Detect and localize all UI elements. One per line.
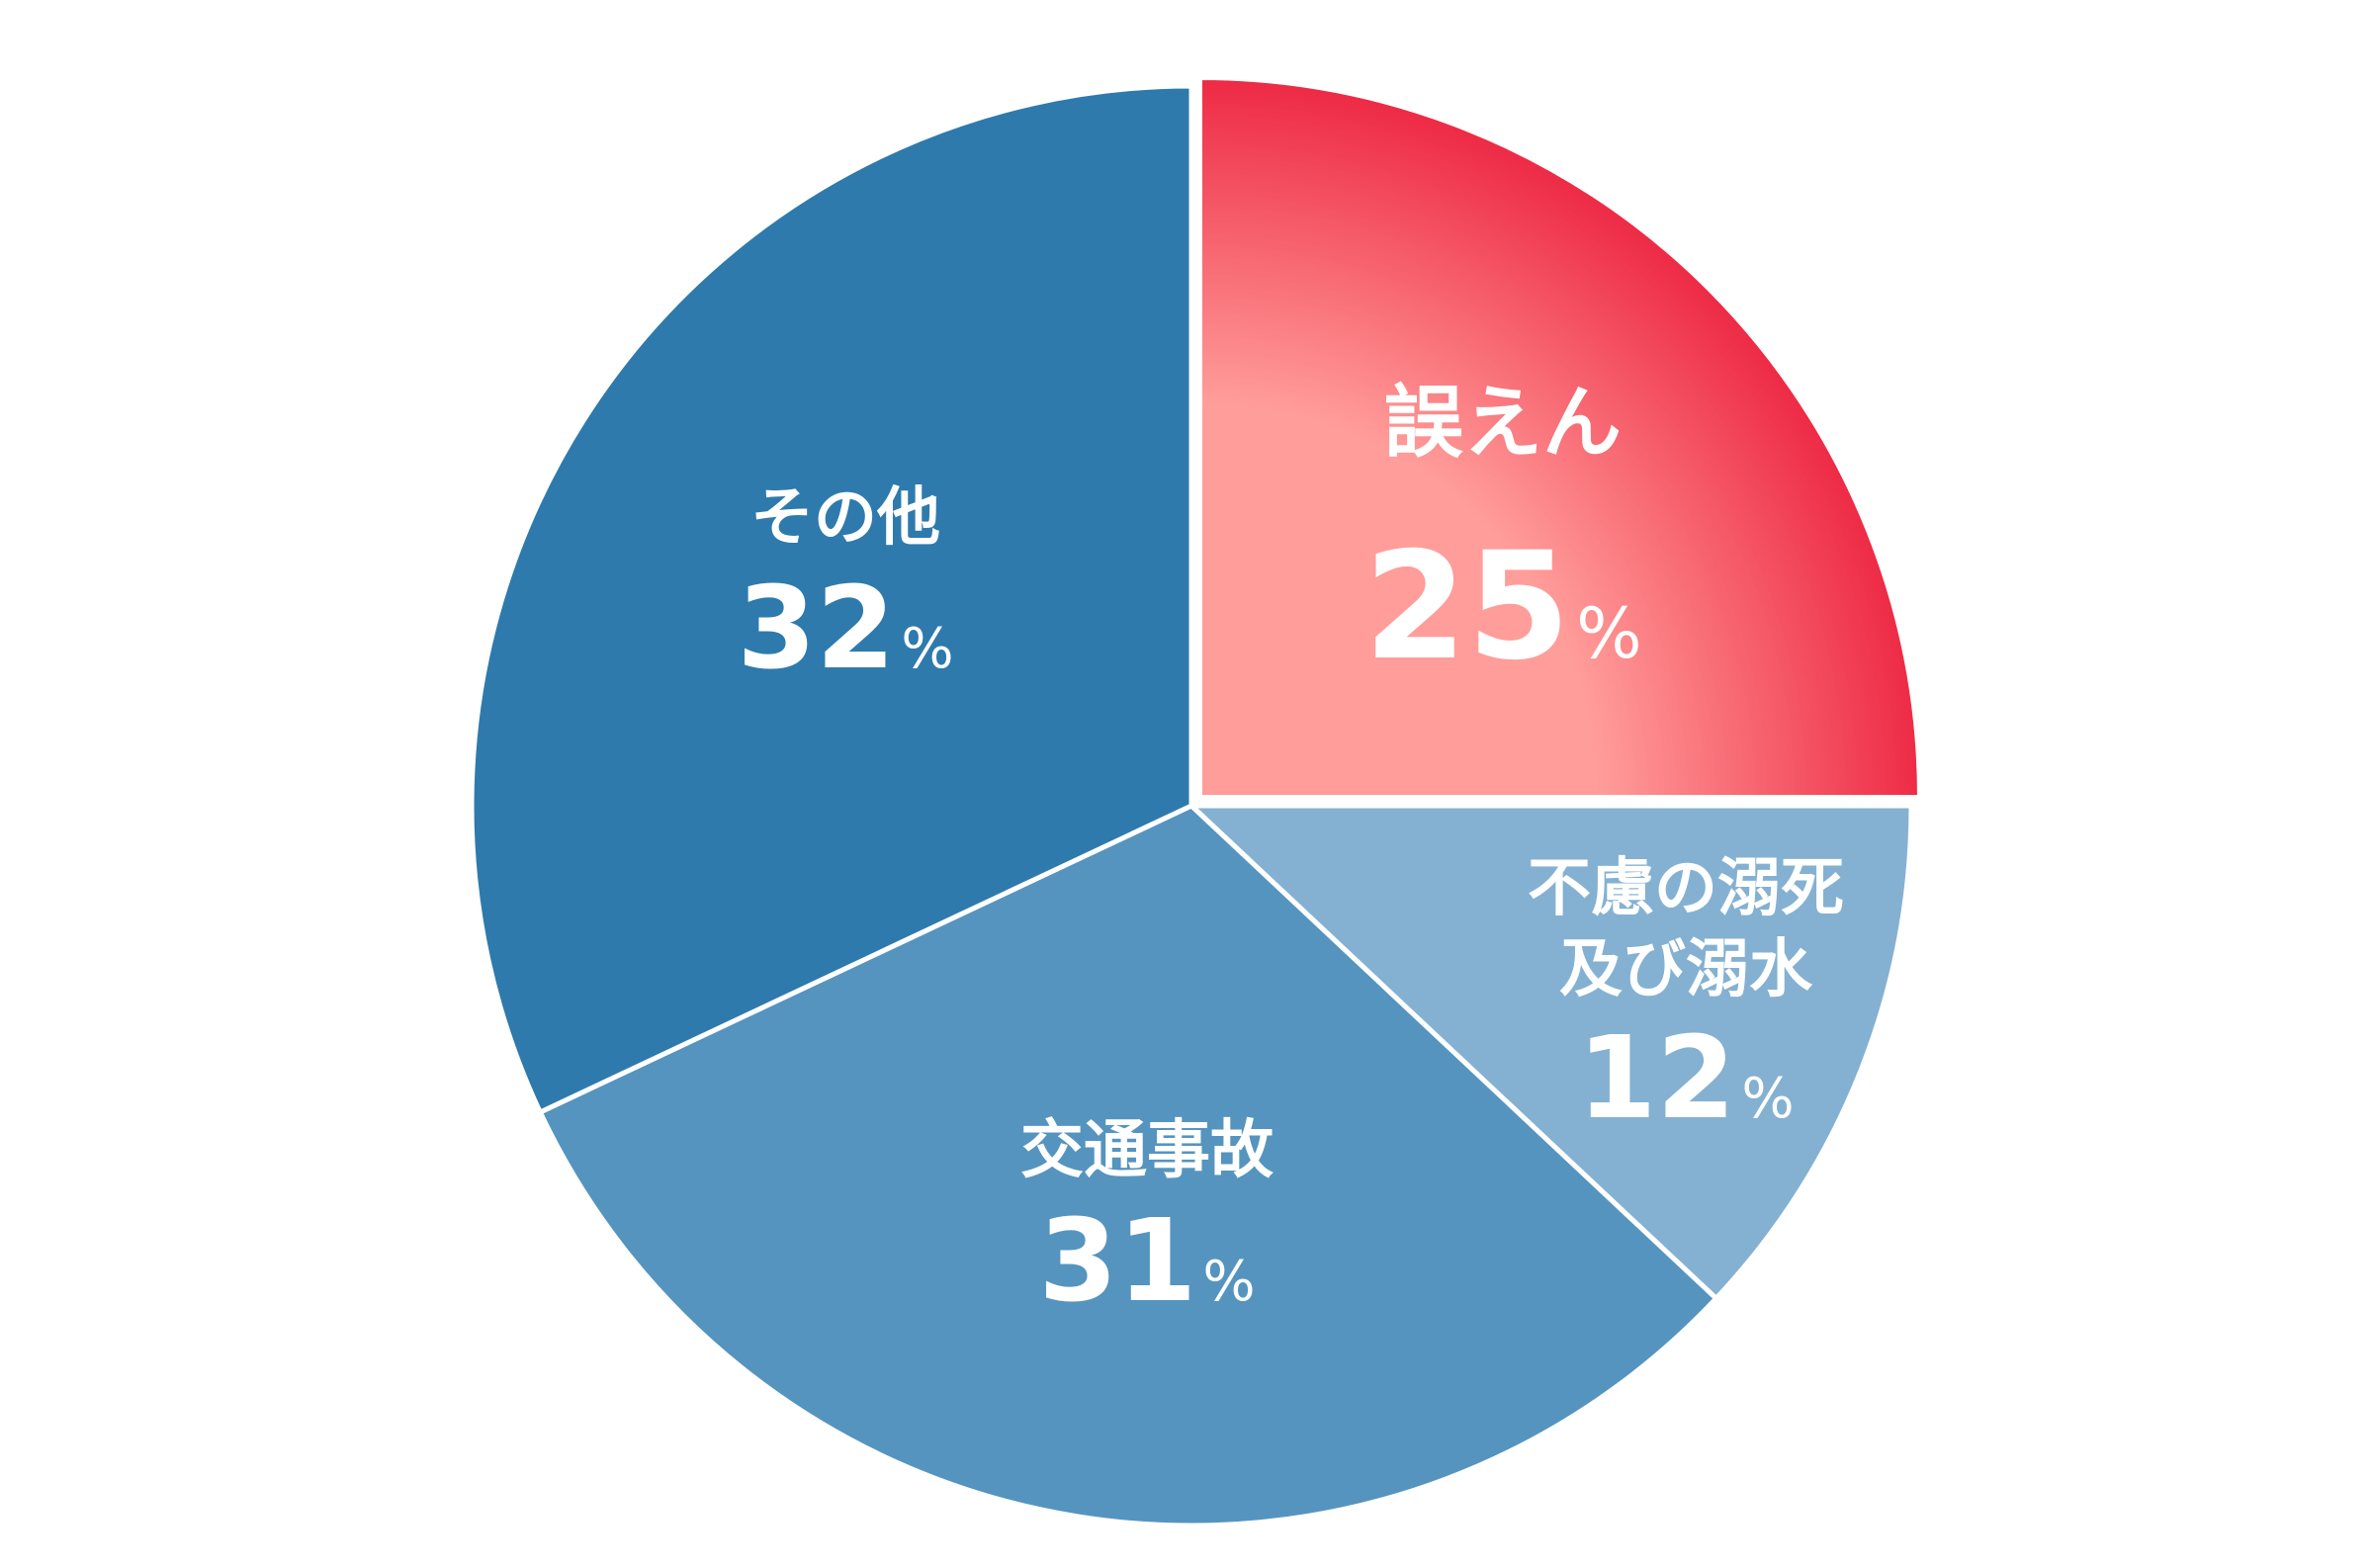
slice-label-text: 及び溺水 [1559,933,1813,1006]
slice-value-unit: % [1741,1067,1794,1131]
pie-slice-1 [1188,803,1914,1301]
slice-label-text: その他 [750,481,940,555]
pie-slice-0 [1196,75,1922,801]
slice-value-label: 12% [1577,1012,1794,1145]
slice-label-group-3: その他 32% [737,481,953,695]
pie-slice-2 [537,803,1719,1528]
slice-label-group-0: 誤えん 25% [1363,377,1641,693]
slice-label-group-2: 交通事故 31% [1020,1114,1274,1328]
slice-value-label: 31% [1038,1195,1255,1328]
slice-value-number: 32 [737,563,895,695]
slice-value-label: 25% [1363,521,1641,693]
slice-value-number: 12 [1577,1012,1735,1145]
slice-value-unit: % [1576,593,1642,674]
pie-slices [469,75,1922,1528]
slice-value-number: 31 [1038,1195,1196,1328]
slice-label-text: 不慮の溺死 [1528,852,1844,925]
slice-value-unit: % [901,617,953,681]
slice-value-number: 25 [1363,521,1570,693]
pie-slice-3 [469,83,1194,1115]
slice-label-text: 誤えん [1384,377,1622,469]
slice-label-text: 交通事故 [1020,1114,1274,1187]
slice-value-unit: % [1202,1250,1255,1314]
slice-value-label: 32% [737,563,953,695]
